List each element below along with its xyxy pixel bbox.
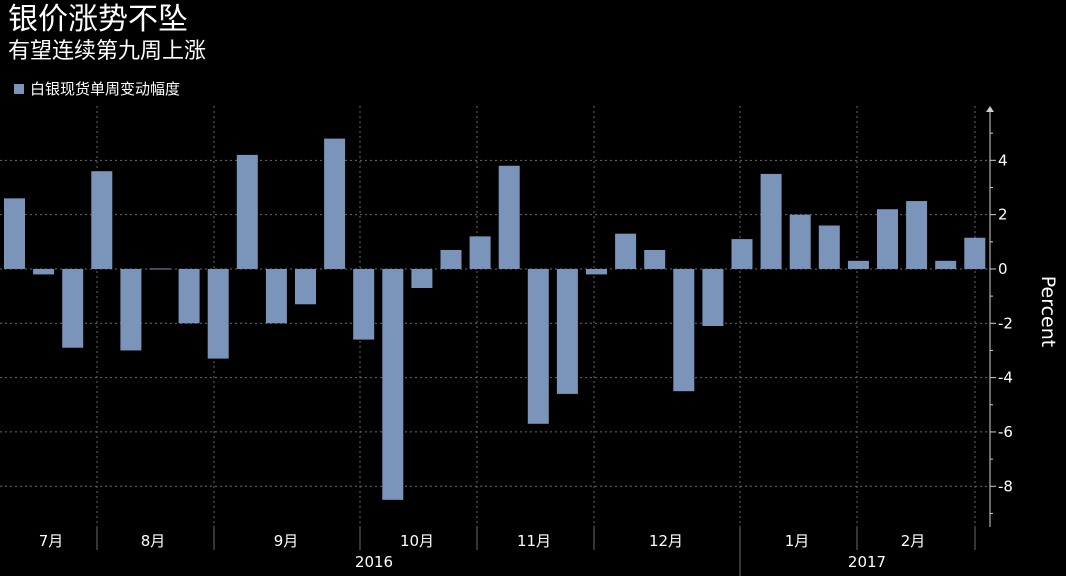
y-tick-label: 4 xyxy=(998,151,1008,169)
y-tick-label: -6 xyxy=(998,423,1013,441)
x-month-label: 1月 xyxy=(785,532,810,550)
bar xyxy=(324,138,346,269)
bar xyxy=(906,201,928,269)
x-year-label: 2016 xyxy=(355,553,393,571)
y-tick-label: -8 xyxy=(998,477,1013,495)
y-axis-arrow xyxy=(986,106,994,112)
x-month-label: 8月 xyxy=(141,532,166,550)
bar xyxy=(847,260,869,269)
bar xyxy=(615,233,637,269)
bar xyxy=(440,249,462,269)
chart-title: 银价涨势不坠 xyxy=(8,2,188,37)
bar xyxy=(33,268,55,275)
bar xyxy=(702,268,724,327)
bar xyxy=(149,268,171,270)
legend-label: 白银现货单周变动幅度 xyxy=(30,80,181,98)
bars xyxy=(4,138,986,500)
y-tick-label: -2 xyxy=(998,314,1013,332)
bar xyxy=(964,237,986,269)
legend-swatch xyxy=(14,83,24,94)
bar xyxy=(207,268,229,359)
bar xyxy=(731,239,753,269)
y-tick-label: -4 xyxy=(998,369,1013,387)
bar xyxy=(673,268,695,392)
y-tick-label: 0 xyxy=(998,260,1008,278)
bar xyxy=(818,225,840,269)
x-month-label: 2月 xyxy=(901,532,926,550)
y-tick-label: 2 xyxy=(998,206,1008,224)
bar xyxy=(586,268,607,275)
bar xyxy=(556,268,578,394)
bar xyxy=(644,249,666,269)
x-month-label: 12月 xyxy=(649,532,683,550)
bar xyxy=(236,154,258,269)
chart-subtitle: 有望连续第九周上涨 xyxy=(8,39,207,64)
bar xyxy=(760,173,782,269)
bar xyxy=(411,268,433,288)
bar xyxy=(62,268,84,348)
bar xyxy=(178,268,200,324)
bar xyxy=(353,268,375,340)
x-axis: 7月 8月 9月 10月 11月 12月 1月 2月 2016 2017 xyxy=(39,527,976,576)
grid-lines xyxy=(0,106,990,527)
bar xyxy=(935,260,957,269)
bar xyxy=(527,268,549,424)
bar xyxy=(91,171,113,269)
y-axis: 4 2 0 -2 -4 -6 -8 xyxy=(986,106,1013,527)
bar xyxy=(877,209,898,269)
x-year-label: 2017 xyxy=(848,553,886,571)
legend: 白银现货单周变动幅度 xyxy=(14,78,180,99)
bar xyxy=(295,268,316,305)
bar xyxy=(120,268,142,351)
x-month-label: 7月 xyxy=(39,532,64,550)
y-axis-title: Percent xyxy=(1037,276,1059,348)
bar xyxy=(265,268,287,324)
bar xyxy=(498,165,520,269)
bar xyxy=(4,198,25,269)
bar xyxy=(469,236,491,269)
x-month-label: 10月 xyxy=(400,532,434,550)
x-month-label: 9月 xyxy=(274,532,299,550)
bar xyxy=(382,268,404,500)
x-month-label: 11月 xyxy=(517,532,551,550)
bar xyxy=(789,214,811,269)
